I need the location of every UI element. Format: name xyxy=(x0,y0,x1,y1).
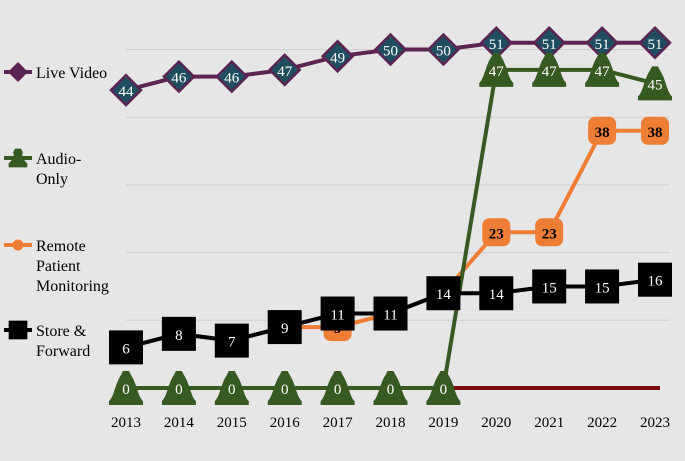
data-label-live-video: 46 xyxy=(224,71,240,87)
data-point-audio-only xyxy=(426,371,461,405)
data-label-audio-only: 45 xyxy=(648,77,663,93)
legend-label-audio-only: Only xyxy=(36,171,68,188)
data-label-audio-only: 0 xyxy=(334,382,342,398)
data-label-live-video: 46 xyxy=(171,71,187,87)
x-tick-label: 2020 xyxy=(481,415,511,431)
x-tick-label: 2019 xyxy=(428,415,458,431)
data-point-audio-only xyxy=(267,371,302,405)
data-point-audio-only xyxy=(532,52,567,87)
data-label-audio-only: 0 xyxy=(281,382,289,398)
x-tick-label: 2017 xyxy=(323,415,354,431)
data-label-live-video: 44 xyxy=(119,84,135,100)
data-point-remote-patient-monitoring xyxy=(482,218,511,247)
data-label-live-video: 51 xyxy=(489,37,504,53)
data-point-live-video xyxy=(162,59,196,94)
legend-marker-live-video xyxy=(7,61,29,83)
data-point-live-video xyxy=(426,32,461,67)
data-point-live-video xyxy=(109,73,143,107)
data-label-remote-patient-monitoring: 23 xyxy=(489,226,504,242)
data-label-remote-patient-monitoring: 38 xyxy=(595,125,610,141)
data-label-store-and-forward: 7 xyxy=(228,335,236,351)
legend-label-store-and-forward: Forward xyxy=(36,343,90,360)
data-point-live-video xyxy=(215,59,249,94)
x-tick-label: 2022 xyxy=(587,415,617,431)
data-point-audio-only xyxy=(320,371,355,405)
data-label-live-video: 50 xyxy=(436,44,451,60)
data-label-live-video: 50 xyxy=(383,44,398,60)
data-label-store-and-forward: 14 xyxy=(436,287,452,303)
legend-label-remote-patient-monitoring: Monitoring xyxy=(36,278,109,295)
legend-label-store-and-forward: Store & xyxy=(36,323,87,340)
data-label-store-and-forward: 8 xyxy=(175,328,183,344)
data-point-store-and-forward xyxy=(426,276,461,311)
x-tick-label: 2023 xyxy=(640,415,670,431)
data-label-audio-only: 0 xyxy=(440,382,448,398)
data-point-audio-only xyxy=(161,371,196,405)
data-point-store-and-forward xyxy=(267,310,302,345)
x-tick-label: 2018 xyxy=(376,415,406,431)
data-point-audio-only xyxy=(373,371,408,405)
x-tick-label: 2015 xyxy=(217,415,247,431)
data-label-store-and-forward: 16 xyxy=(648,274,664,290)
data-point-audio-only xyxy=(479,52,514,87)
data-label-store-and-forward: 15 xyxy=(542,280,557,296)
data-point-remote-patient-monitoring xyxy=(588,116,617,145)
data-point-store-and-forward xyxy=(373,296,408,331)
data-label-live-video: 47 xyxy=(277,64,293,80)
data-point-store-and-forward xyxy=(532,269,567,304)
legend-label-remote-patient-monitoring: Patient xyxy=(36,258,81,275)
data-point-remote-patient-monitoring xyxy=(535,218,564,247)
data-point-live-video xyxy=(638,26,672,60)
data-point-audio-only xyxy=(638,66,672,101)
data-label-audio-only: 47 xyxy=(542,64,558,80)
data-label-audio-only: 47 xyxy=(489,64,505,80)
legend-marker-audio-only xyxy=(8,148,28,168)
data-label-live-video: 51 xyxy=(595,37,610,53)
data-label-audio-only: 0 xyxy=(122,382,130,398)
data-label-audio-only: 0 xyxy=(228,382,236,398)
data-point-store-and-forward xyxy=(109,330,143,365)
x-tick-label: 2013 xyxy=(111,415,141,431)
data-point-audio-only xyxy=(214,371,249,405)
data-label-store-and-forward: 11 xyxy=(330,308,344,324)
data-point-store-and-forward xyxy=(479,276,514,311)
data-point-store-and-forward xyxy=(214,323,249,358)
data-point-store-and-forward xyxy=(638,262,672,297)
data-label-live-video: 51 xyxy=(542,37,557,53)
legend-label-remote-patient-monitoring: Remote xyxy=(36,238,86,255)
data-label-store-and-forward: 6 xyxy=(122,341,130,357)
data-point-live-video xyxy=(373,32,408,67)
data-point-audio-only xyxy=(109,371,143,405)
data-label-audio-only: 47 xyxy=(595,64,611,80)
x-tick-label: 2016 xyxy=(270,415,301,431)
data-label-store-and-forward: 15 xyxy=(595,280,610,296)
data-point-remote-patient-monitoring xyxy=(641,116,669,145)
data-label-live-video: 51 xyxy=(648,37,663,53)
x-tick-label: 2021 xyxy=(534,415,564,431)
legend-label-live-video: Live Video xyxy=(36,65,107,82)
x-tick-label: 2014 xyxy=(164,415,195,431)
data-point-store-and-forward xyxy=(320,296,355,331)
data-label-audio-only: 0 xyxy=(175,382,183,398)
data-label-store-and-forward: 9 xyxy=(281,321,289,337)
data-label-remote-patient-monitoring: 23 xyxy=(542,226,557,242)
data-point-live-video xyxy=(267,53,302,87)
legend-label-audio-only: Audio- xyxy=(36,151,81,168)
data-point-live-video xyxy=(320,39,355,74)
data-label-remote-patient-monitoring: 38 xyxy=(648,125,663,141)
data-point-audio-only xyxy=(585,52,620,87)
data-label-store-and-forward: 14 xyxy=(489,287,505,303)
data-label-live-video: 49 xyxy=(330,50,345,66)
data-label-store-and-forward: 11 xyxy=(383,308,397,324)
legend-marker-remote-patient-monitoring xyxy=(12,239,24,251)
data-point-store-and-forward xyxy=(585,269,620,304)
data-point-store-and-forward xyxy=(161,316,196,351)
legend-marker-store-and-forward xyxy=(8,320,28,340)
data-label-audio-only: 0 xyxy=(387,382,395,398)
